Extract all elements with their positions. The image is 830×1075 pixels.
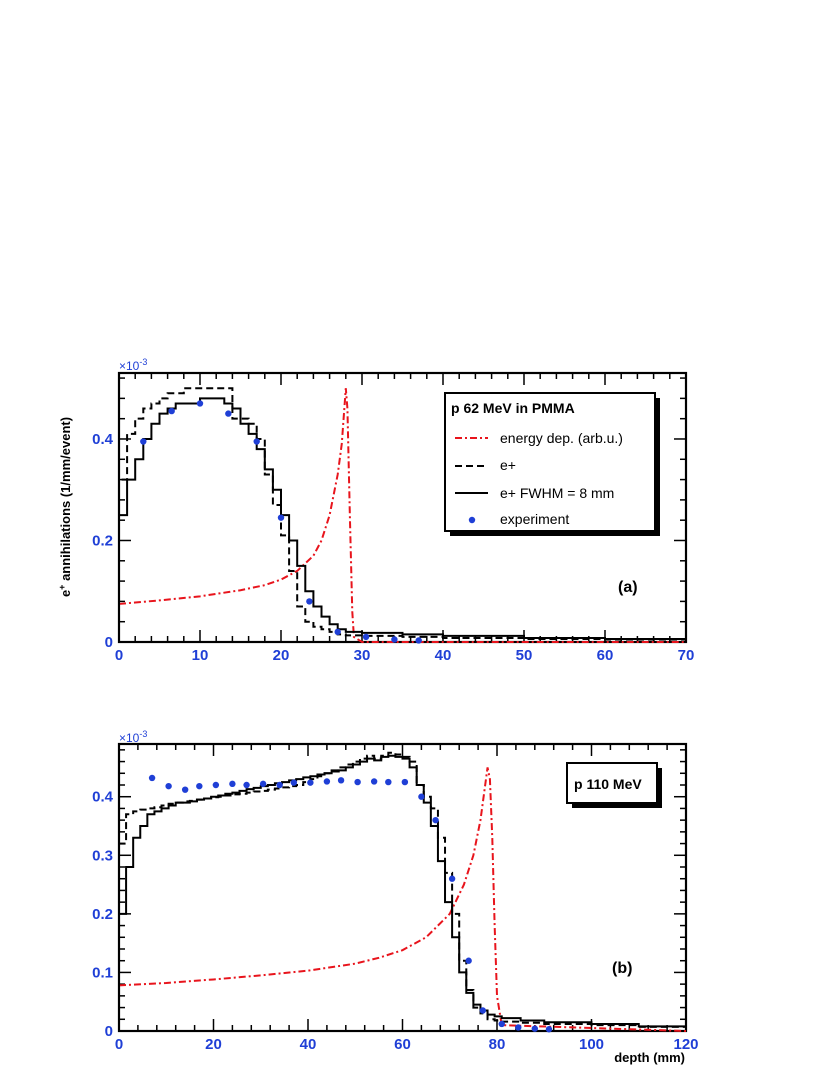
experiment-point-b [531,1025,538,1032]
experiment-point-b [148,774,156,782]
x-tick-label-b: 40 [300,1036,317,1053]
x-tick-label-a: 60 [597,647,614,664]
experiment-point-a [277,514,285,521]
experiment-point-b [448,875,456,882]
experiment-point-b [418,793,425,800]
x-tick-label-a: 0 [115,647,123,664]
x-tick-label-a: 30 [354,647,371,664]
panel-b: 0 20 40 60 80 100 120 0 0.1 0.2 0.3 0.4 ×10-3 (b) d… [92,729,698,1065]
experiment-point-a [196,400,204,407]
x-tick-label-a: 70 [678,647,695,664]
experiment-point-a [391,636,398,643]
experiment-point-a [334,628,341,636]
panel-b-ticks: 0 20 40 60 80 100 120 0 0.1 0.2 0.3 0.4 [92,744,699,1053]
series-b-0-line [118,767,687,1032]
x-tick-label-b: 80 [489,1036,506,1053]
x-tick-label-b: 0 [115,1036,123,1053]
experiment-point-a [415,637,422,644]
experiment-point-b [337,777,345,784]
experiment-point-b [498,1020,505,1028]
y-tick-label-b: 0.2 [92,906,113,923]
y-tick-label-b: 0.3 [92,847,113,864]
experiment-point-b [545,1026,553,1033]
y-tick-label-b: 0.4 [92,789,114,806]
panel-a-series [118,387,687,644]
panel-a: 0 10 20 30 40 50 60 70 0 0.2 0.4 ×10-3 e+ annihila… [57,357,694,664]
x-tick-label-b: 120 [673,1036,698,1053]
experiment-point-a [140,438,147,445]
series-b-2-line [118,754,687,1031]
x-tick-label-a: 10 [192,647,209,664]
series-a-0-line [118,388,686,643]
legend-box [444,392,656,532]
legend-label-fwhm: e+ FWHM = 8 mm [500,485,614,501]
panel-a-legend: p 62 MeV in PMMA energy dep. (arb.u.) e+… [444,392,660,536]
panel-b-legend: p 110 MeV [566,762,662,808]
experiment-point-a [253,438,260,445]
legend-label-energy: energy dep. (arb.u.) [500,430,623,446]
panel-a-label: (a) [618,579,638,596]
experiment-point-b [323,778,331,785]
experiment-point-b [354,778,361,786]
experiment-point-b [259,780,267,788]
panel-a-ticks: 0 10 20 30 40 50 60 70 0 0.2 0.4 [92,373,694,664]
experiment-point-b [196,782,203,790]
experiment-point-a [362,633,370,641]
panel-a-ylabel: e+ annihilations (1/mm/event) [57,417,73,597]
experiment-point-b [243,781,250,789]
panel-b-series [118,751,687,1033]
panel-b-y-multiplier: ×10-3 [119,729,147,745]
experiment-point-a [225,410,232,417]
experiment-point-b [181,786,189,793]
experiment-point-b [212,781,220,789]
x-tick-label-b: 60 [394,1036,411,1053]
experiment-point-b [290,779,298,786]
panel-b-label: (b) [612,960,632,977]
x-tick-label-a: 40 [435,647,452,664]
experiment-point-b [370,778,378,785]
series-a-2-line [118,397,687,642]
experiment-point-b [432,816,439,824]
y-tick-label-a: 0.2 [92,532,113,549]
x-tick-label-b: 100 [579,1036,604,1053]
experiment-point-a [168,407,175,415]
series-a-1-line [118,387,687,642]
panel-b-xlabel: depth (mm) [614,1050,685,1065]
experiment-point-b [385,778,392,786]
x-tick-label-a: 20 [273,647,290,664]
y-tick-label-a: 0.4 [92,431,114,448]
y-tick-label-a: 0 [105,634,113,651]
legend-swatch-experiment [468,516,476,524]
experiment-point-b [276,781,283,789]
experiment-point-b [465,957,472,964]
experiment-point-b [229,780,236,788]
y-tick-label-b: 0.1 [92,964,113,981]
experiment-point-b [307,779,314,786]
legend-b-title: p 110 MeV [574,776,642,792]
experiment-point-b [165,782,172,790]
x-tick-label-a: 50 [516,647,533,664]
experiment-point-b [479,1007,487,1014]
x-tick-label-b: 20 [205,1036,222,1053]
experiment-point-a [306,598,313,605]
panel-a-y-multiplier: ×10-3 [119,357,147,373]
experiment-point-b [401,778,409,786]
y-tick-label-b: 0 [105,1023,113,1040]
legend-label-eplus: e+ [500,457,516,473]
legend-title: p 62 MeV in PMMA [451,400,575,416]
experiment-point-b [515,1024,522,1031]
legend-b-box [566,762,658,804]
legend-label-experiment: experiment [500,511,569,527]
